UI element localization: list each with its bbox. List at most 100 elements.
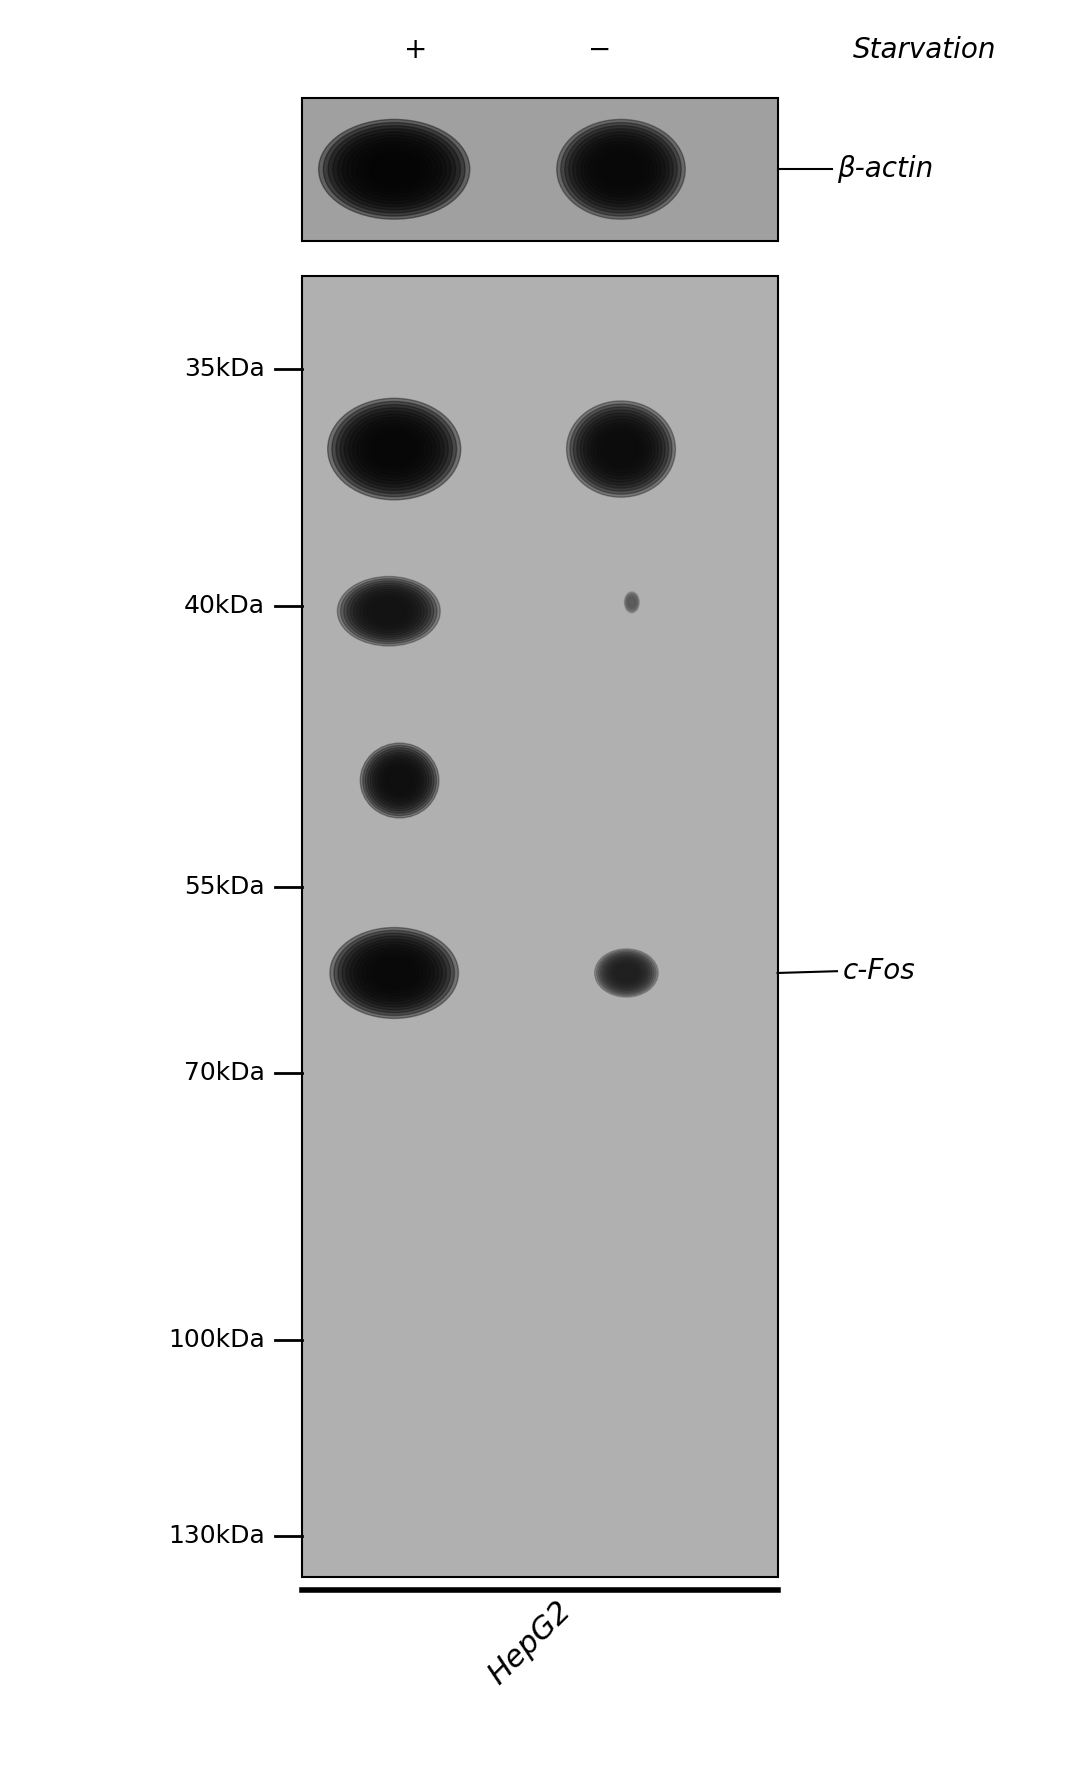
Ellipse shape [596, 950, 657, 996]
Ellipse shape [598, 952, 654, 994]
Ellipse shape [345, 412, 444, 486]
Ellipse shape [373, 756, 427, 805]
Ellipse shape [573, 406, 669, 492]
Ellipse shape [349, 413, 440, 485]
Ellipse shape [334, 930, 455, 1016]
Ellipse shape [624, 592, 639, 613]
Ellipse shape [557, 119, 686, 219]
Ellipse shape [597, 428, 645, 470]
Ellipse shape [336, 405, 453, 494]
Ellipse shape [561, 123, 681, 216]
Ellipse shape [340, 579, 437, 643]
Ellipse shape [323, 123, 465, 216]
Ellipse shape [588, 419, 654, 479]
Text: 40kDa: 40kDa [184, 593, 265, 618]
Ellipse shape [340, 408, 448, 490]
Ellipse shape [600, 431, 642, 467]
Ellipse shape [332, 401, 457, 497]
Ellipse shape [338, 934, 450, 1012]
Bar [302, 98, 778, 241]
Ellipse shape [384, 766, 415, 795]
Ellipse shape [319, 119, 470, 219]
Ellipse shape [359, 948, 430, 998]
Ellipse shape [337, 576, 441, 647]
Ellipse shape [577, 135, 665, 203]
Ellipse shape [567, 401, 675, 497]
Ellipse shape [333, 128, 456, 210]
Ellipse shape [607, 959, 646, 987]
Ellipse shape [583, 415, 659, 483]
Ellipse shape [370, 752, 429, 809]
Ellipse shape [363, 593, 415, 629]
Ellipse shape [353, 588, 424, 634]
Ellipse shape [570, 405, 672, 494]
Ellipse shape [343, 581, 434, 642]
Ellipse shape [365, 748, 434, 813]
Ellipse shape [600, 953, 652, 993]
Ellipse shape [597, 151, 645, 189]
Ellipse shape [580, 413, 662, 485]
Ellipse shape [360, 592, 418, 631]
Bar [302, 276, 778, 1577]
Ellipse shape [337, 132, 451, 207]
Ellipse shape [356, 590, 421, 633]
Ellipse shape [346, 939, 443, 1007]
Ellipse shape [589, 144, 653, 194]
Ellipse shape [354, 944, 434, 1001]
Ellipse shape [362, 950, 427, 996]
Ellipse shape [569, 128, 673, 210]
Ellipse shape [366, 595, 411, 627]
Ellipse shape [361, 424, 428, 474]
Ellipse shape [577, 410, 665, 488]
Ellipse shape [350, 584, 428, 638]
Ellipse shape [356, 144, 432, 194]
Ellipse shape [356, 421, 432, 478]
Ellipse shape [595, 948, 658, 998]
Ellipse shape [565, 127, 677, 212]
Text: 35kDa: 35kDa [184, 356, 265, 381]
Ellipse shape [612, 962, 640, 984]
Ellipse shape [605, 957, 648, 989]
Text: +: + [404, 36, 428, 64]
Ellipse shape [347, 583, 431, 640]
Ellipse shape [347, 139, 442, 201]
Ellipse shape [369, 429, 419, 469]
Text: c-Fos: c-Fos [842, 957, 915, 985]
Ellipse shape [581, 139, 661, 201]
Ellipse shape [608, 959, 645, 987]
Ellipse shape [366, 953, 422, 993]
Ellipse shape [591, 422, 651, 476]
Text: 55kDa: 55kDa [184, 875, 265, 900]
Ellipse shape [593, 148, 649, 191]
Text: 100kDa: 100kDa [167, 1328, 265, 1353]
Ellipse shape [594, 424, 648, 472]
Ellipse shape [361, 148, 428, 191]
Ellipse shape [572, 132, 670, 207]
Text: β-actin: β-actin [837, 155, 933, 184]
Ellipse shape [624, 592, 639, 613]
Ellipse shape [352, 141, 436, 198]
Ellipse shape [327, 397, 461, 499]
Ellipse shape [365, 428, 423, 470]
Ellipse shape [378, 759, 421, 802]
Ellipse shape [625, 593, 638, 611]
Ellipse shape [626, 595, 637, 609]
Ellipse shape [382, 764, 417, 797]
Ellipse shape [603, 955, 650, 991]
Ellipse shape [367, 750, 432, 811]
Text: −: − [588, 36, 611, 64]
Ellipse shape [350, 941, 438, 1005]
Text: 70kDa: 70kDa [184, 1060, 265, 1085]
Ellipse shape [363, 745, 436, 816]
Text: 130kDa: 130kDa [167, 1524, 265, 1549]
Ellipse shape [625, 593, 638, 611]
Ellipse shape [585, 141, 657, 198]
Ellipse shape [328, 127, 460, 212]
Ellipse shape [626, 593, 637, 609]
Text: Starvation: Starvation [853, 36, 997, 64]
Ellipse shape [342, 936, 446, 1010]
Ellipse shape [361, 743, 438, 818]
Ellipse shape [352, 417, 435, 481]
Ellipse shape [330, 927, 458, 1019]
Ellipse shape [375, 757, 424, 804]
